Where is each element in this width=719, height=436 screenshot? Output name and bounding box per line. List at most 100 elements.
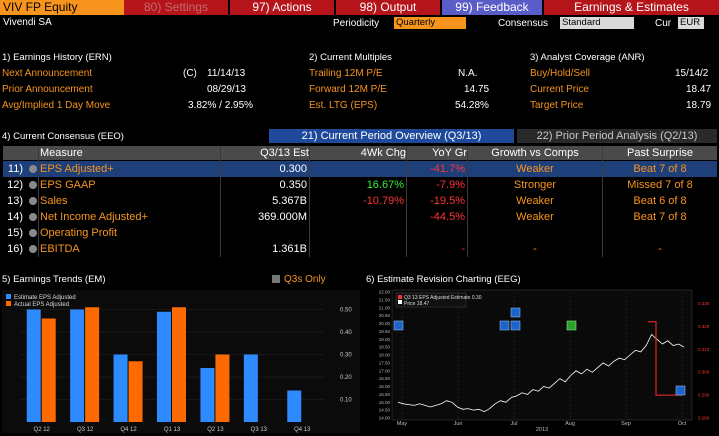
estimate-value: 5.367B [272, 195, 307, 207]
y-left-tick-label: 14.00 [379, 416, 391, 421]
revision-legend-box [395, 292, 467, 308]
legend-est-swatch [6, 294, 11, 299]
column-divider [309, 146, 310, 257]
security-title[interactable]: VIV FP Equity [0, 0, 125, 15]
table-row[interactable]: 16) EBITDA 1.361B - - - [3, 241, 717, 257]
row-number: 15) [7, 227, 23, 239]
x-tick-label: Q1 13 [164, 427, 181, 433]
col-measure[interactable]: Measure [40, 147, 83, 159]
row-bullet-icon[interactable] [29, 229, 37, 237]
row-bullet-icon[interactable] [29, 213, 37, 221]
event-marker-icon[interactable] [675, 385, 686, 396]
col-yoy[interactable]: YoY Gr [432, 147, 467, 159]
periodicity-label: Periodicity [333, 18, 380, 29]
output-button[interactable]: 98) Output [336, 0, 440, 15]
y-left-tick-label: 15.00 [379, 400, 391, 405]
estimate-revision-title[interactable]: 6) Estimate Revision Charting (EEG) [366, 274, 521, 285]
estimate-revision-svg: 14.00 14.50 15.00 15.50 16.00 16.50 17.00 17.50… [366, 288, 719, 433]
past-surprise: Beat 7 of 8 [633, 211, 687, 223]
col-4wk-chg[interactable]: 4Wk Chg [360, 147, 406, 159]
x-tick-label: Aug [565, 421, 575, 427]
event-marker-icon[interactable] [499, 320, 510, 331]
event-marker-icon[interactable] [393, 320, 404, 331]
earnings-estimates-title[interactable]: Earnings & Estimates [544, 0, 719, 15]
actions-button[interactable]: 97) Actions [230, 0, 334, 15]
currency-select[interactable]: EUR [678, 17, 704, 29]
y-left-tick-label: 20.50 [379, 313, 391, 318]
column-divider [467, 146, 468, 257]
feedback-button[interactable]: 99) Feedback [442, 0, 542, 15]
bar-estimate [200, 368, 215, 422]
consensus-label: Consensus [498, 18, 549, 29]
estimate-value: 1.361B [272, 243, 307, 255]
event-markers [393, 307, 686, 396]
y-left-tick-label: 22.00 [379, 290, 391, 295]
past-surprise: Beat 6 of 8 [633, 195, 687, 207]
current-consensus-title[interactable]: 4) Current Consensus (EEO) [2, 131, 124, 142]
q3s-only-checkbox[interactable] [272, 275, 280, 283]
measure-name: EPS Adjusted+ [40, 163, 114, 175]
yoy-growth: -7.9% [436, 179, 465, 191]
analyst-coverage-title[interactable]: 3) Analyst Coverage (ANR) [530, 52, 645, 63]
growth-vs-comps: Weaker [516, 163, 554, 175]
table-row[interactable]: 13) Sales 5.367B -10.79% -19.5% Weaker Beat 6 … [3, 193, 717, 209]
settings-button[interactable]: 80) Settings [124, 0, 228, 15]
event-marker-icon[interactable] [510, 320, 521, 331]
y-left-tick-label: 20.00 [379, 321, 391, 326]
tab-prior-period[interactable]: 22) Prior Period Analysis (Q2/13) [517, 129, 717, 143]
estimate-revision-chart: 14.00 14.50 15.00 15.50 16.00 16.50 17.00 17.50… [366, 288, 719, 433]
target-price-label: Target Price [530, 100, 584, 111]
earnings-history-title[interactable]: 1) Earnings History (ERN) [2, 52, 112, 63]
tab-current-period[interactable]: 21) Current Period Overview (Q3/13) [269, 129, 514, 143]
table-row[interactable]: 12) EPS GAAP 0.350 16.67% -7.9% Stronger Misse… [3, 177, 717, 193]
row-number: 11) [7, 163, 23, 175]
table-row[interactable]: 15) Operating Profit [3, 225, 717, 241]
earnings-trends-title[interactable]: 5) Earnings Trends (EM) [2, 274, 106, 285]
currency-label: Cur [655, 18, 672, 29]
consensus-select[interactable]: Standard [560, 17, 634, 29]
measure-name: Net Income Adjusted+ [40, 211, 148, 223]
top-toolbar: VIV FP Equity 80) Settings 97) Actions 9… [0, 0, 719, 15]
growth-vs-comps: - [533, 243, 537, 255]
four-week-change: 16.67% [366, 179, 404, 191]
row-bullet-icon[interactable] [29, 197, 37, 205]
past-surprise: Missed 7 of 8 [627, 179, 693, 191]
event-marker-icon[interactable] [510, 307, 521, 318]
row-bullet-icon[interactable] [29, 181, 37, 189]
y-tick-label: 0.50 [340, 308, 352, 314]
x-tick-label: Q2 13 [207, 427, 224, 433]
estimate-line [648, 321, 682, 396]
y-right-tick-label: 0.280 [698, 416, 710, 421]
four-week-change [310, 209, 404, 225]
earnings-trends-chart: 0.10 0.20 0.30 0.40 0.50 Q2 12 Q3 12 Q4 12 Q1 13… [2, 290, 360, 433]
forward-pe-label: Forward 12M P/E [309, 84, 387, 95]
x-tick-label: Oct [678, 421, 687, 427]
col-surprise[interactable]: Past Surprise [626, 147, 694, 159]
y-right-tick-label: 0.300 [698, 370, 710, 375]
column-divider [406, 146, 407, 257]
x-tick-label: Q4 12 [120, 427, 137, 433]
y-left-tick-label: 15.50 [379, 392, 391, 397]
y-left-tick-label: 16.50 [379, 376, 391, 381]
x-tick-label: Jul [510, 421, 517, 427]
row-number: 13) [7, 195, 23, 207]
table-row[interactable]: 11) EPS Adjusted+ 0.300 -41.7% Weaker Beat 7 … [3, 161, 717, 177]
col-growth[interactable]: Growth vs Comps [491, 147, 579, 159]
table-row[interactable]: 14) Net Income Adjusted+ 369.000M -44.5% Wea… [3, 209, 717, 225]
row-bullet-icon[interactable] [29, 165, 37, 173]
y-tick-label: 0.20 [340, 375, 352, 381]
next-announcement-flag: (C) [183, 68, 197, 79]
current-price-value: 18.47 [686, 84, 712, 95]
q3s-only-label: Q3s Only [284, 274, 326, 285]
col-est[interactable]: Q3/13 Est [260, 147, 309, 159]
y-tick-label: 0.10 [340, 398, 352, 404]
periodicity-select[interactable]: Quarterly [394, 17, 466, 29]
four-week-change [310, 241, 404, 257]
estimate-value: 0.350 [279, 179, 307, 191]
bar-estimate [26, 309, 41, 422]
event-marker-icon[interactable] [566, 320, 577, 331]
bar-estimate [243, 354, 258, 422]
bar-actual [128, 361, 143, 422]
row-bullet-icon[interactable] [29, 245, 37, 253]
x-tick-label: Q3 12 [77, 427, 94, 433]
